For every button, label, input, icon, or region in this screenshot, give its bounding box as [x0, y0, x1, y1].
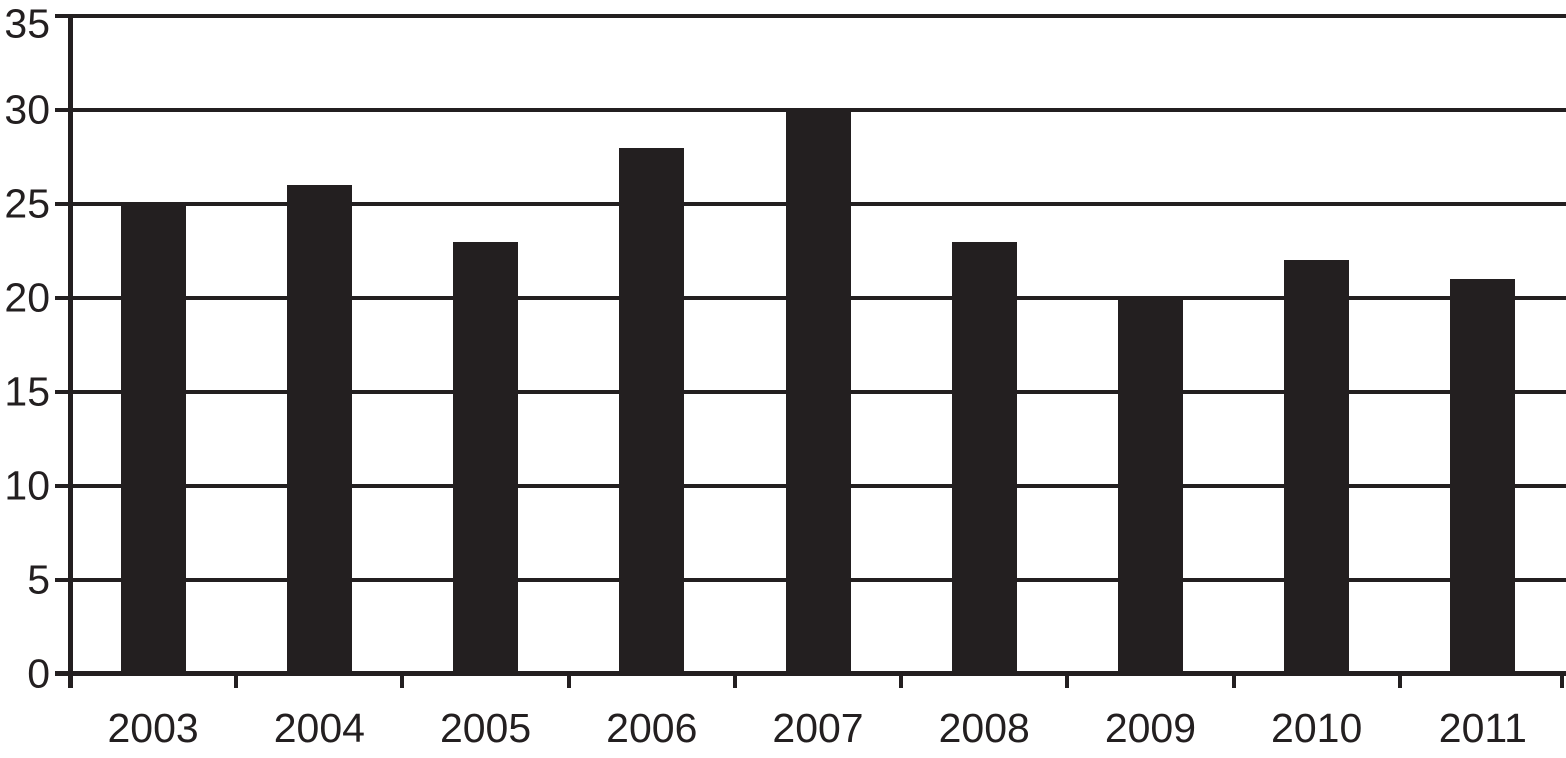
y-axis-label: 25	[4, 180, 50, 227]
x-axis-label: 2008	[938, 705, 1030, 751]
x-axis-tick	[732, 673, 737, 688]
x-axis-tick	[234, 673, 239, 688]
bar-2007	[785, 110, 851, 674]
x-axis-tick	[400, 673, 405, 688]
x-axis-label: 2011	[1438, 705, 1527, 751]
x-axis-tick	[1065, 673, 1070, 688]
x-axis-label: 2007	[772, 705, 864, 751]
bar-2010	[1284, 260, 1350, 674]
y-axis-line	[67, 14, 73, 688]
bar-2004	[286, 185, 352, 674]
y-axis-label: 0	[27, 650, 50, 696]
y-axis-label: 5	[27, 556, 50, 603]
x-axis-line	[55, 671, 1566, 676]
x-axis-tick	[1560, 673, 1564, 688]
x-axis-label: 2003	[107, 705, 199, 751]
x-axis-tick	[1231, 673, 1236, 688]
bar-2008	[951, 241, 1017, 674]
bar-2011	[1450, 279, 1516, 674]
x-axis-tick	[899, 673, 904, 688]
bar-2005	[453, 241, 519, 674]
x-axis-tick	[1397, 673, 1402, 688]
x-axis-label: 2006	[606, 705, 698, 751]
bar-2006	[619, 147, 685, 674]
x-axis-label: 2005	[439, 705, 532, 751]
y-axis-label: 20	[4, 274, 50, 321]
x-axis-label: 2004	[273, 705, 365, 751]
y-axis-label: 35	[4, 0, 50, 47]
bar-2003	[120, 204, 186, 674]
y-axis-label: 10	[4, 462, 50, 509]
y-axis-label: 15	[4, 368, 50, 415]
y-axis-label: 30	[4, 86, 50, 133]
x-axis-tick	[566, 673, 571, 688]
x-axis-label: 2010	[1271, 705, 1363, 751]
x-axis-label: 2009	[1104, 705, 1197, 751]
bar-2009	[1117, 297, 1183, 674]
gridline	[55, 14, 1566, 19]
